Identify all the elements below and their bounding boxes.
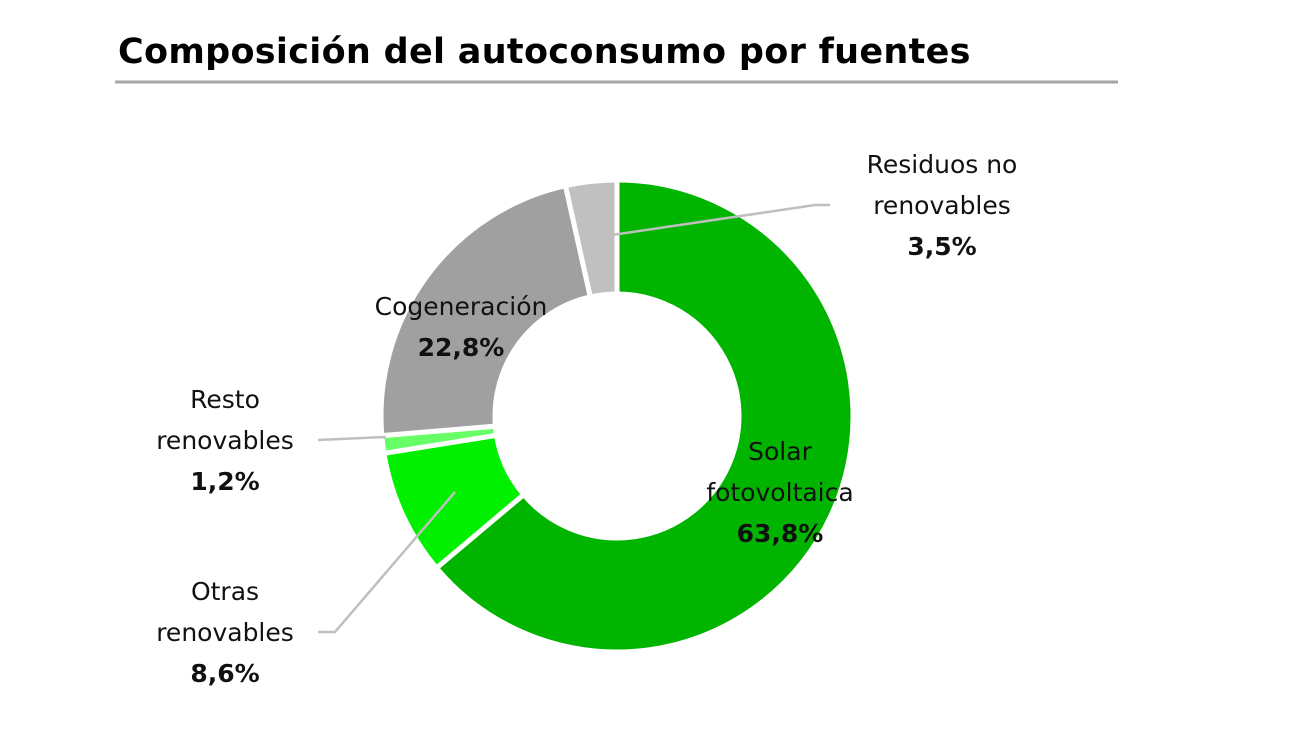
category-label: Otras renovables [156, 577, 294, 647]
donut-slice [432, 177, 856, 655]
donut-slice [378, 182, 594, 439]
value-label: 8,6% [190, 659, 260, 688]
donut-slice [562, 177, 620, 300]
category-label: Solar fotovoltaica [706, 437, 854, 507]
leader-line [318, 491, 456, 634]
value-label: 3,5% [907, 232, 977, 261]
category-label: Residuos no renovables [866, 150, 1018, 220]
value-label: 22,8% [417, 333, 505, 362]
leader-line [317, 435, 387, 442]
category-label: Cogeneración [374, 292, 548, 321]
chart-title: Composición del autoconsumo por fuentes [118, 32, 971, 72]
value-label: 63,8% [736, 519, 824, 548]
value-label: 1,2% [190, 467, 260, 496]
leader-line [611, 203, 830, 237]
category-label: Resto renovables [156, 385, 294, 455]
